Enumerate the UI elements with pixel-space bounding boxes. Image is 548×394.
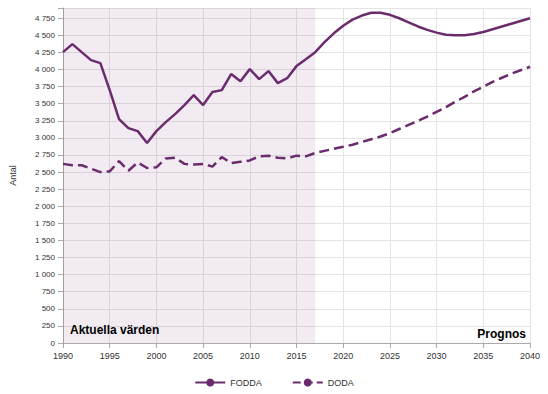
svg-text:1990: 1990 (53, 351, 73, 361)
svg-text:1 750: 1 750 (35, 219, 56, 228)
svg-text:Aktuella värden: Aktuella värden (70, 323, 159, 337)
svg-text:2025: 2025 (380, 351, 400, 361)
svg-text:3 000: 3 000 (35, 133, 56, 142)
svg-text:1 250: 1 250 (35, 253, 56, 262)
svg-text:2 500: 2 500 (35, 168, 56, 177)
svg-text:3 250: 3 250 (35, 116, 56, 125)
svg-text:4 750: 4 750 (35, 14, 56, 23)
svg-text:2015: 2015 (286, 351, 306, 361)
svg-text:4 500: 4 500 (35, 31, 56, 40)
svg-text:2035: 2035 (473, 351, 493, 361)
svg-text:3 750: 3 750 (35, 82, 56, 91)
svg-text:2 750: 2 750 (35, 150, 56, 159)
svg-text:DODA: DODA (328, 378, 354, 388)
svg-text:2020: 2020 (333, 351, 353, 361)
svg-text:2 250: 2 250 (35, 185, 56, 194)
svg-text:3 500: 3 500 (35, 99, 56, 108)
svg-text:2000: 2000 (146, 351, 166, 361)
svg-text:2 000: 2 000 (35, 202, 56, 211)
svg-text:750: 750 (42, 287, 56, 296)
svg-text:1 500: 1 500 (35, 236, 56, 245)
svg-text:1995: 1995 (100, 351, 120, 361)
svg-text:0: 0 (51, 339, 56, 348)
svg-text:4 000: 4 000 (35, 65, 56, 74)
svg-text:Prognos: Prognos (477, 327, 526, 341)
svg-text:250: 250 (42, 321, 56, 330)
svg-text:2010: 2010 (240, 351, 260, 361)
svg-text:Antal: Antal (8, 165, 18, 186)
svg-text:2030: 2030 (427, 351, 447, 361)
svg-text:2040: 2040 (520, 351, 540, 361)
svg-text:1 000: 1 000 (35, 270, 56, 279)
svg-text:FODDA: FODDA (230, 378, 261, 388)
svg-text:4 250: 4 250 (35, 48, 56, 57)
svg-text:500: 500 (42, 304, 56, 313)
svg-text:2005: 2005 (193, 351, 213, 361)
